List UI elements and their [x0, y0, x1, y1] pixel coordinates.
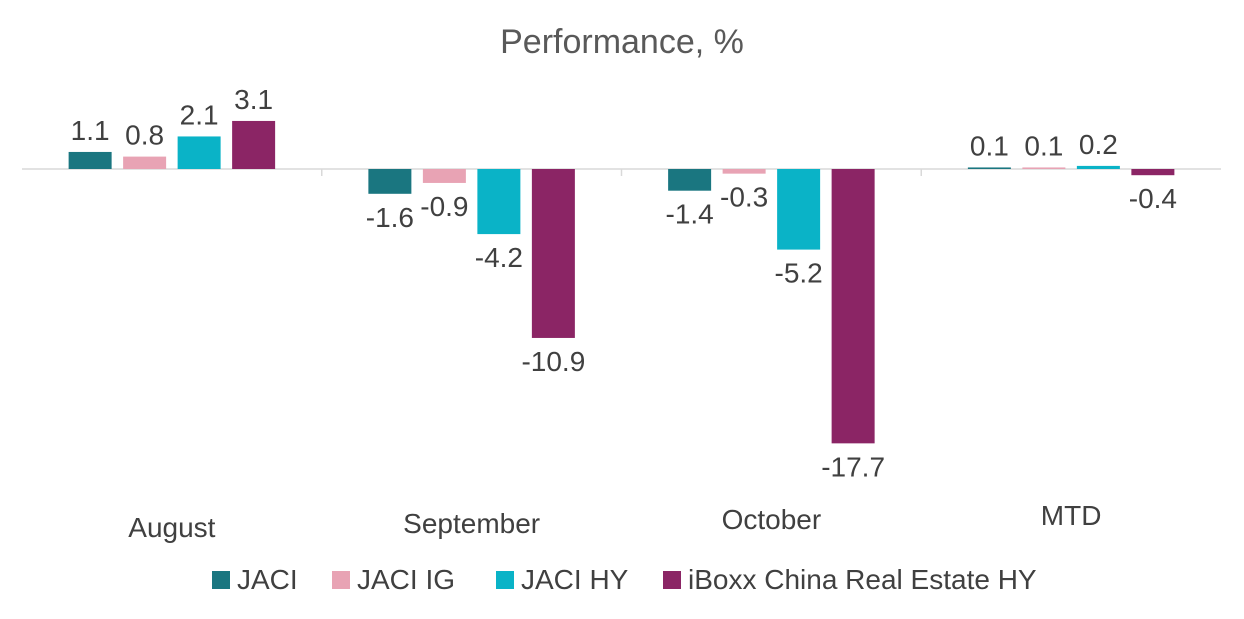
legend-label: JACI HY — [521, 564, 629, 595]
data-label-jaci-hy-mtd: 0.2 — [1079, 129, 1118, 160]
data-label-iboxx-china-real-estate-hy-september: -10.9 — [521, 346, 585, 377]
data-label-jaci-october: -1.4 — [666, 199, 714, 230]
legend-swatch — [212, 571, 230, 589]
bar-series — [68, 120, 1175, 444]
data-label-iboxx-china-real-estate-hy-october: -17.7 — [821, 451, 885, 482]
legend-label: JACI — [237, 564, 298, 595]
legend-swatch — [663, 571, 681, 589]
axis-ticks — [321, 169, 922, 176]
bar-jaci-hy-august — [177, 136, 221, 169]
data-label-jaci-august: 1.1 — [71, 115, 110, 146]
legend-item-iboxx-china-real-estate-hy: iBoxx China Real Estate HY — [663, 564, 1037, 595]
bar-iboxx-china-real-estate-hy-october — [831, 169, 875, 444]
data-label-jaci-hy-october: -5.2 — [775, 258, 823, 289]
legend: JACI JACI IG JACI HY iBoxx China Real Estat… — [212, 564, 1037, 595]
legend-item-jaci-ig: JACI IG — [332, 564, 455, 595]
data-label-jaci-hy-september: -4.2 — [475, 242, 523, 273]
legend-swatch — [332, 571, 350, 589]
category-label-august: August — [128, 512, 215, 543]
data-label-jaci-ig-september: -0.9 — [420, 191, 468, 222]
data-label-jaci-september: -1.6 — [366, 202, 414, 233]
data-label-jaci-ig-october: -0.3 — [720, 182, 768, 213]
category-label-october: October — [722, 504, 822, 535]
bar-jaci-ig-mtd — [1022, 167, 1066, 169]
legend-label: iBoxx China Real Estate HY — [688, 564, 1037, 595]
bar-jaci-hy-october — [777, 169, 821, 250]
bar-jaci-ig-august — [123, 156, 167, 169]
bar-jaci-hy-mtd — [1076, 165, 1120, 169]
legend-item-jaci-hy: JACI HY — [496, 564, 629, 595]
bar-jaci-september — [368, 169, 412, 194]
data-label-iboxx-china-real-estate-hy-mtd: -0.4 — [1129, 183, 1177, 214]
data-label-jaci-ig-august: 0.8 — [125, 120, 164, 151]
legend-item-jaci: JACI — [212, 564, 298, 595]
data-label-iboxx-china-real-estate-hy-august: 3.1 — [234, 84, 273, 115]
bar-jaci-mtd — [967, 167, 1011, 169]
bar-jaci-october — [668, 169, 712, 191]
bar-jaci-ig-october — [722, 169, 766, 174]
category-label-mtd: MTD — [1041, 500, 1102, 531]
bar-iboxx-china-real-estate-hy-september — [531, 169, 575, 338]
legend-label: JACI IG — [357, 564, 455, 595]
bar-jaci-august — [68, 151, 112, 169]
chart-title: Performance, % — [500, 23, 744, 61]
bar-iboxx-china-real-estate-hy-mtd — [1131, 169, 1175, 176]
data-label-jaci-ig-mtd: 0.1 — [1024, 130, 1063, 161]
data-label-jaci-mtd: 0.1 — [970, 130, 1009, 161]
bar-iboxx-china-real-estate-hy-august — [232, 120, 276, 169]
legend-swatch — [496, 571, 514, 589]
data-labels: 1.1 0.8 2.1 3.1 -1.6 -0.9-4.2 -10.9 -1.4-0.3 -5.… — [71, 84, 1177, 482]
category-labels: August September October MTD — [128, 500, 1101, 543]
category-label-september: September — [403, 508, 540, 539]
bar-jaci-ig-september — [422, 169, 466, 183]
data-label-jaci-hy-august: 2.1 — [180, 99, 219, 130]
bar-jaci-hy-september — [477, 169, 521, 235]
